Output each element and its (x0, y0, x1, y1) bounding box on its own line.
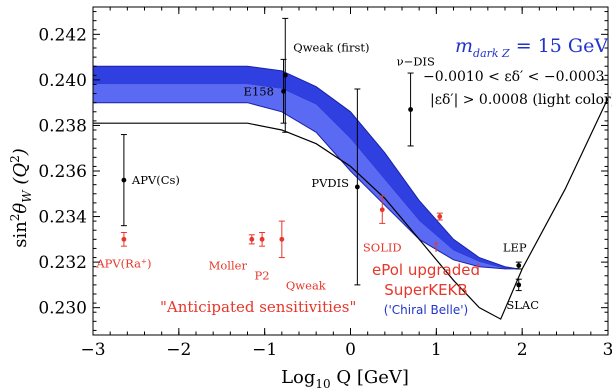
standard-model-curve (93, 97, 609, 320)
measured-point-3-marker (354, 184, 360, 190)
measured-point-1-label: E158 (244, 84, 274, 98)
band-upper-edge (93, 65, 518, 270)
y-axis-label: sin2θW (Q2) (8, 148, 34, 248)
anticipated-point-1-label: Moller (209, 258, 248, 272)
coupling-range-dark: −0.0010 < εδ′ < −0.0003 (423, 69, 605, 85)
measured-point-0-label: APV(Cs) (131, 173, 180, 187)
measured-point-5-label: LEP (503, 241, 527, 255)
measured-point-6-marker (516, 282, 522, 288)
y-tick-label: 0.240 (38, 71, 87, 91)
anticipated-point-3-label: Qweak (286, 278, 327, 292)
band-lower-edge (93, 102, 518, 270)
x-axis-label: Log10 Q [GeV] (281, 367, 409, 391)
y-tick-label: 0.232 (38, 253, 87, 273)
chiral-belle-label: ('Chiral Belle') (384, 303, 468, 317)
measured-point-2-label: Qweak (first) (293, 40, 369, 54)
measured-point-4-marker (408, 107, 413, 112)
coupling-range-light: |εδ′| > 0.0008 (light color) (430, 92, 612, 108)
y-tick-label: 0.242 (38, 25, 87, 45)
measured-point-6-label: SLAC (506, 298, 539, 312)
anticipated-point-2-label: P2 (255, 268, 270, 282)
x-tick-label: 1 (431, 340, 442, 360)
measured-point-0-marker (121, 177, 127, 183)
measured-point-2-marker (282, 72, 288, 78)
measured-point-3-label: PVDIS (311, 176, 349, 190)
x-tick-label: 2 (517, 340, 528, 360)
x-tick-label: −3 (80, 340, 105, 360)
y-tick-label: 0.238 (38, 116, 87, 136)
anticipated-point-4-label: SOLID (363, 241, 402, 255)
anticipated-point-1-marker (249, 236, 255, 242)
x-tick-label: −1 (252, 340, 277, 360)
dark-z-mass-label: mdark Z = 15 GeV (455, 35, 608, 60)
band-light-region (93, 84, 518, 269)
anticipated-caption: "Anticipated sensitivities" (160, 298, 356, 316)
data-points: APV(Cs) E158 Qweak (first) PVDIS ν−DIS LEP SLA… (95, 17, 539, 312)
measured-point-1-marker (281, 88, 286, 94)
x-tick-label: −2 (166, 340, 191, 360)
anticipated-point-2-marker (259, 236, 265, 242)
measured-point-4-label: ν−DIS (397, 55, 435, 69)
epol-label-2: SuperKEKB (384, 281, 467, 299)
x-tick-label: 0 (345, 340, 356, 360)
anticipated-point-0-label: APV(Ra⁺) (95, 256, 151, 270)
epol-arrow: ↑ (430, 240, 442, 256)
axis-ticks: −3 −2 −1 0 1 2 3 0.230 0.232 0.234 0.236 0.238 0.240… (38, 7, 612, 360)
anticipated-point-3-marker (279, 236, 285, 242)
y-tick-label: 0.236 (38, 162, 87, 182)
sm-running-curve (93, 97, 609, 320)
dark-z-band (93, 65, 518, 270)
anticipated-point-5-marker (437, 214, 443, 219)
x-tick-label: 3 (603, 340, 612, 360)
anticipated-point-0-marker (121, 236, 127, 242)
measured-point-5-marker (516, 263, 522, 268)
y-tick-label: 0.234 (38, 208, 87, 228)
epol-label-1: ePol upgraded (372, 261, 480, 279)
anticipated-point-4-marker (379, 207, 385, 213)
y-tick-label: 0.230 (38, 299, 87, 319)
